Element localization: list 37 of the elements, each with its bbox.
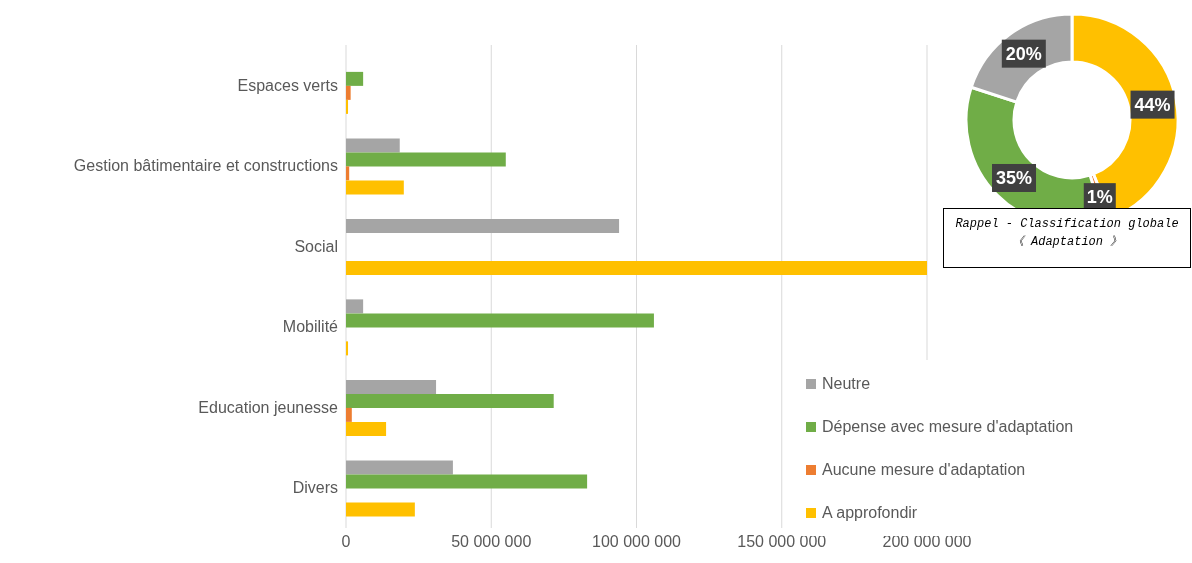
bar <box>346 421 387 436</box>
legend-label: A approfondir <box>822 503 918 522</box>
bar <box>346 138 400 153</box>
text: Rappel - Classification globale 《 Adaptation 》 <box>943 208 1191 268</box>
bar <box>346 152 506 167</box>
bar <box>346 260 927 275</box>
data-label: 44% <box>1134 94 1171 115</box>
y-tick-label: Gestion bâtimentaire et constructions <box>73 157 338 175</box>
bar <box>346 218 620 233</box>
bar <box>346 299 364 314</box>
bar <box>346 474 588 489</box>
data-label: 20% <box>1005 43 1042 64</box>
data-label: 35% <box>996 167 1033 188</box>
y-tick-label: Divers <box>292 479 338 497</box>
legend-label: Neutre <box>822 374 871 393</box>
bar <box>346 166 350 181</box>
bar <box>346 313 654 328</box>
bar <box>346 71 364 86</box>
x-tick-label: 0 <box>341 533 351 551</box>
legend-label: Aucune mesure d'adaptation <box>822 460 1026 479</box>
bar <box>346 502 415 517</box>
bar <box>346 379 437 394</box>
x-tick-label: 100 000 000 <box>592 533 682 551</box>
bar <box>346 85 351 100</box>
legend-label: Dépense avec mesure d'adaptation <box>822 417 1074 436</box>
data-label: 1% <box>1086 187 1113 208</box>
x-tick-label: 50 000 000 <box>451 533 532 551</box>
y-tick-label: Mobilité <box>282 318 339 336</box>
y-tick-label: Social <box>294 237 338 255</box>
bar <box>346 180 404 195</box>
bar <box>346 393 554 408</box>
y-tick-label: Education jeunesse <box>198 398 339 416</box>
bar <box>346 407 352 422</box>
bar <box>346 460 453 475</box>
y-tick-label: Espaces verts <box>237 76 338 94</box>
bar <box>346 99 349 114</box>
bar <box>346 341 349 356</box>
